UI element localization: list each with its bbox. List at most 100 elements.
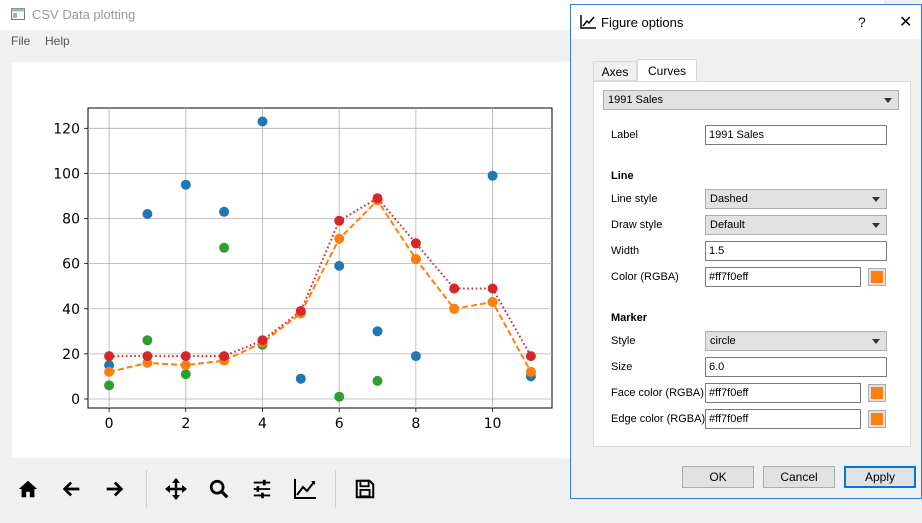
home-icon [18,480,38,498]
line-style-select[interactable]: Dashed [705,189,887,209]
close-icon[interactable]: ✕ [899,14,913,31]
navigation-toolbar [0,462,560,518]
data-point [449,303,460,314]
line-style-label: Line style [611,193,658,205]
y-tick-label: 60 [62,257,80,273]
marker-style-value: circle [710,335,736,347]
data-point [180,179,191,190]
help-button[interactable]: ? [858,14,866,30]
draw-style-value: Default [710,219,745,231]
data-point [257,335,268,346]
curves-panel: 1991 Sales Label 1991 Sales Line Line st… [593,81,911,447]
x-tick-label: 0 [105,416,114,432]
data-point [180,369,191,380]
toolbar-separator [335,470,336,508]
edge-color-picker-button[interactable] [868,410,886,428]
data-point [219,242,230,253]
data-point [449,283,460,294]
cancel-button[interactable]: Cancel [763,466,835,488]
data-point [219,206,230,217]
width-field[interactable]: 1.5 [705,241,887,261]
back-button[interactable] [57,474,87,504]
edge-color-label: Edge color (RGBA) [611,413,706,425]
curve-select[interactable]: 1991 Sales [603,90,899,110]
x-tick-label: 2 [181,416,190,432]
data-point [180,351,191,362]
apply-button[interactable]: Apply [844,466,916,488]
color-field[interactable]: #ff7f0eff [705,267,861,287]
y-tick-label: 0 [71,392,80,408]
data-point [487,283,498,294]
dialog-title-bar: Figure options ? ✕ [571,5,921,39]
edge-color-field[interactable]: #ff7f0eff [705,409,861,429]
width-label: Width [611,245,640,257]
data-point [295,306,306,316]
data-point [180,360,191,371]
chevron-down-icon [872,339,880,344]
forward-button[interactable] [99,474,129,504]
subplots-button[interactable] [247,474,277,504]
color-picker-button[interactable] [868,268,886,286]
data-point [334,260,345,271]
figure-options-dialog: Figure options ? ✕ Axes Curves 1991 Sale… [570,4,922,499]
face-color-label: Face color (RGBA) [611,387,704,399]
plot-canvas[interactable]: 0 2 4 6 8 10 0 20 40 60 80 100 120 [12,62,584,458]
data-point [525,366,536,377]
face-color-picker-button[interactable] [868,384,886,402]
save-icon [355,479,375,499]
home-button[interactable] [13,474,43,504]
edit-curves-button[interactable] [290,474,320,504]
data-point [410,238,421,249]
toolbar-separator [146,470,147,508]
y-tick-label: 80 [62,212,80,228]
data-point [142,209,153,219]
data-point [487,170,498,181]
data-point [142,335,153,346]
zoom-button[interactable] [204,474,234,504]
color-label: Color (RGBA) [611,271,679,283]
color-swatch [871,271,883,283]
line-section-header: Line [611,170,634,182]
draw-style-select[interactable]: Default [705,215,887,235]
size-field[interactable]: 6.0 [705,357,887,377]
pan-button[interactable] [161,474,191,504]
dialog-title: Figure options [601,15,684,30]
face-color-field[interactable]: #ff7f0eff [705,383,861,403]
plot-area [87,107,553,409]
label-label: Label [611,129,638,141]
figure-options-icon [580,15,596,29]
data-point [372,326,383,337]
ok-button[interactable]: OK [682,466,754,488]
data-point [334,215,345,226]
x-tick-label: 4 [258,416,267,432]
x-tick-label: 8 [411,416,420,432]
data-point [372,193,383,204]
data-point [525,351,536,362]
edit-curves-icon [294,479,316,499]
chevron-down-icon [872,197,880,202]
data-point [334,233,345,244]
menu-file[interactable]: File [11,34,31,48]
draw-style-label: Draw style [611,219,663,231]
chevron-down-icon [884,98,892,103]
window-title: CSV Data plotting [32,7,136,22]
data-point [104,366,115,377]
app-icon [11,8,25,20]
data-point [410,351,421,362]
save-button[interactable] [350,474,380,504]
y-tick-label: 100 [53,166,80,182]
data-point [295,373,306,384]
color-swatch [871,413,883,425]
data-point [104,351,115,362]
tab-curves[interactable]: Curves [637,59,697,81]
label-field[interactable]: 1991 Sales [705,125,887,145]
data-point [104,380,115,391]
chevron-down-icon [872,223,880,228]
pan-icon [165,478,187,500]
menu-help[interactable]: Help [45,34,70,48]
tab-axes[interactable]: Axes [593,61,637,81]
marker-style-select[interactable]: circle [705,331,887,351]
data-point [372,375,383,386]
data-point [487,297,498,307]
